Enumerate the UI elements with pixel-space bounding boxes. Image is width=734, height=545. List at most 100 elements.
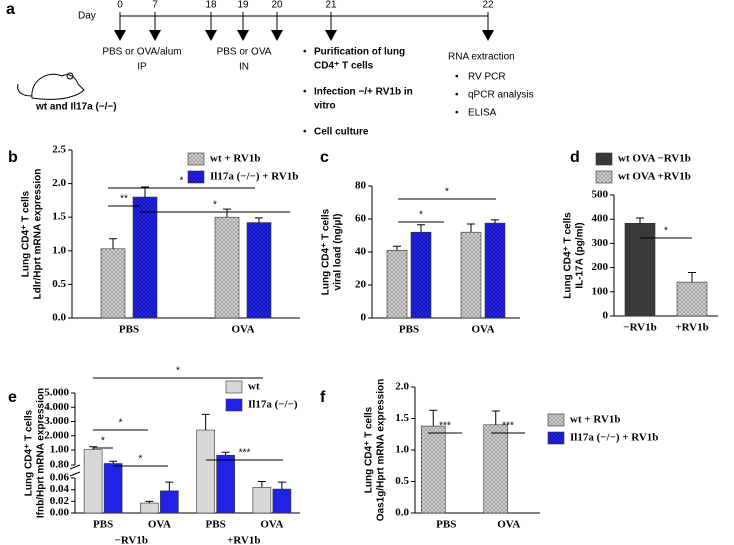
bar: [246, 222, 272, 319]
legend-label: wt OVA +RV1b: [618, 171, 691, 183]
x-tick-label: PBS: [206, 519, 226, 531]
bar: [410, 231, 432, 319]
y-tick-label: 0.02: [50, 495, 70, 507]
y-axis-label: Lung CD4⁺ T cells: [563, 212, 574, 299]
y-tick-label: 2.0: [395, 381, 409, 393]
error-bar: [141, 186, 149, 198]
y-tick-label: 100: [592, 285, 609, 297]
error-bar: [393, 245, 401, 251]
rna-item: qPCR analysis: [468, 90, 534, 101]
error-bar: [221, 451, 230, 456]
bar: [420, 425, 446, 514]
y-tick-label: 1.0: [52, 244, 66, 256]
bullet-text: Infection −/+ RV1b in: [314, 87, 413, 98]
y-tick-label: 40: [355, 246, 367, 258]
y-axis-label: Lung CD4⁺ T cells: [24, 409, 35, 496]
bar: [676, 281, 708, 317]
bar: [100, 248, 126, 319]
y-axis-label: Oas1g/Hprt mRNA expression: [376, 379, 387, 521]
panel-letter: e: [8, 389, 17, 406]
day-number: 18: [205, 0, 217, 11]
bar: [252, 487, 272, 514]
rna-title: RNA extraction: [448, 52, 515, 63]
error-bar: [636, 217, 644, 224]
error-bar: [491, 410, 500, 425]
bullet-text: vitro: [314, 101, 336, 112]
x-tick-label: PBS: [436, 519, 456, 531]
legend-swatch: [187, 170, 205, 184]
error-bar: [109, 460, 118, 464]
y-tick-label: 0.06: [50, 472, 70, 484]
x-tick-label: PBS: [399, 324, 419, 336]
y-tick-label: 400: [592, 213, 609, 225]
y-tick-label: 1.5: [395, 412, 409, 424]
significance-label: *: [139, 454, 143, 465]
y-tick-label: 2.000: [44, 429, 69, 441]
y-tick-label: 20: [355, 279, 367, 291]
panel-letter: f: [320, 389, 326, 406]
bar: [83, 449, 103, 514]
legend-label: wt: [248, 381, 260, 393]
day-number: 21: [325, 0, 337, 11]
y-tick-label: 1.0: [395, 444, 409, 456]
significance-label: **: [120, 194, 128, 205]
rna-item: RV PCR: [468, 72, 506, 83]
legend-swatch: [225, 398, 243, 412]
bullet-dot: •: [303, 127, 307, 138]
y-tick-label: 0.00: [50, 507, 70, 519]
error-bar: [417, 224, 425, 233]
y-tick-label: 500: [592, 189, 609, 201]
legend-label: Il17a (−/−) + RV1b: [210, 171, 298, 183]
step-text: PBS or OVA/alum: [102, 47, 181, 58]
error-bar: [145, 500, 154, 504]
bar: [160, 490, 179, 514]
y-tick-label: 60: [355, 213, 367, 225]
y-tick-label: 0: [603, 310, 609, 322]
y-axis-label: Lung CD4⁺ T cells: [321, 208, 332, 295]
y-axis-label: Lung CD4⁺ T cells: [364, 406, 375, 493]
rna-item: ELISA: [468, 108, 497, 119]
day-arrow: [237, 30, 249, 41]
panel-letter: d: [570, 149, 580, 166]
step-text: PBS or OVA: [217, 47, 272, 58]
significance-label: ***: [502, 421, 514, 432]
y-tick-label: 0.5: [52, 278, 66, 290]
x-tick-label: +RV1b: [675, 322, 708, 334]
day-label: Day: [78, 11, 96, 22]
x-tick-label: −RV1b: [623, 322, 656, 334]
x-tick-label: OVA: [471, 324, 494, 336]
bullet-dot: •: [455, 108, 459, 119]
bar: [216, 454, 235, 514]
significance-label: *: [180, 176, 184, 187]
x-tick-label: OVA: [148, 519, 171, 531]
y-tick-label: 1.5: [52, 211, 66, 223]
x-tick-label: OVA: [497, 519, 520, 531]
legend-label: Il17a (−/−): [248, 399, 298, 411]
bar: [272, 488, 292, 514]
legend-swatch: [225, 380, 243, 394]
bullet-text: Purification of lung: [314, 47, 405, 58]
significance-label: *: [213, 200, 217, 211]
significance-label: ***: [239, 448, 251, 459]
y-tick-label: 0: [361, 312, 367, 324]
error-bar: [255, 217, 263, 223]
day-number: 20: [271, 0, 283, 11]
day-number: 7: [152, 0, 158, 11]
bullet-text: Cell culture: [314, 127, 369, 138]
legend-label: Il17a (−/−) + RV1b: [570, 432, 658, 444]
axis-break: [69, 464, 81, 477]
y-tick-label: 5.000: [44, 387, 69, 399]
legend-swatch: [595, 170, 613, 184]
y-tick-label: 1.00: [50, 444, 70, 456]
y-tick-label: 80: [355, 180, 367, 192]
x-tick-label: OVA: [231, 324, 254, 336]
bar: [460, 231, 482, 319]
y-tick-label: 4.000: [44, 401, 69, 413]
panel-letter: c: [320, 149, 329, 166]
error-bar: [223, 208, 231, 218]
significance-label: *: [176, 366, 180, 377]
group-label: −RV1b: [115, 535, 148, 545]
step-route: IN: [239, 62, 249, 73]
group-label: +RV1b: [227, 535, 260, 545]
